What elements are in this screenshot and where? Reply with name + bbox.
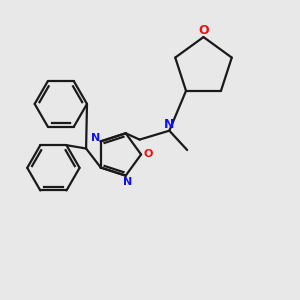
Text: O: O — [198, 24, 209, 37]
Text: O: O — [144, 149, 153, 160]
Text: N: N — [91, 133, 100, 142]
Text: N: N — [123, 177, 132, 187]
Text: N: N — [164, 118, 175, 130]
